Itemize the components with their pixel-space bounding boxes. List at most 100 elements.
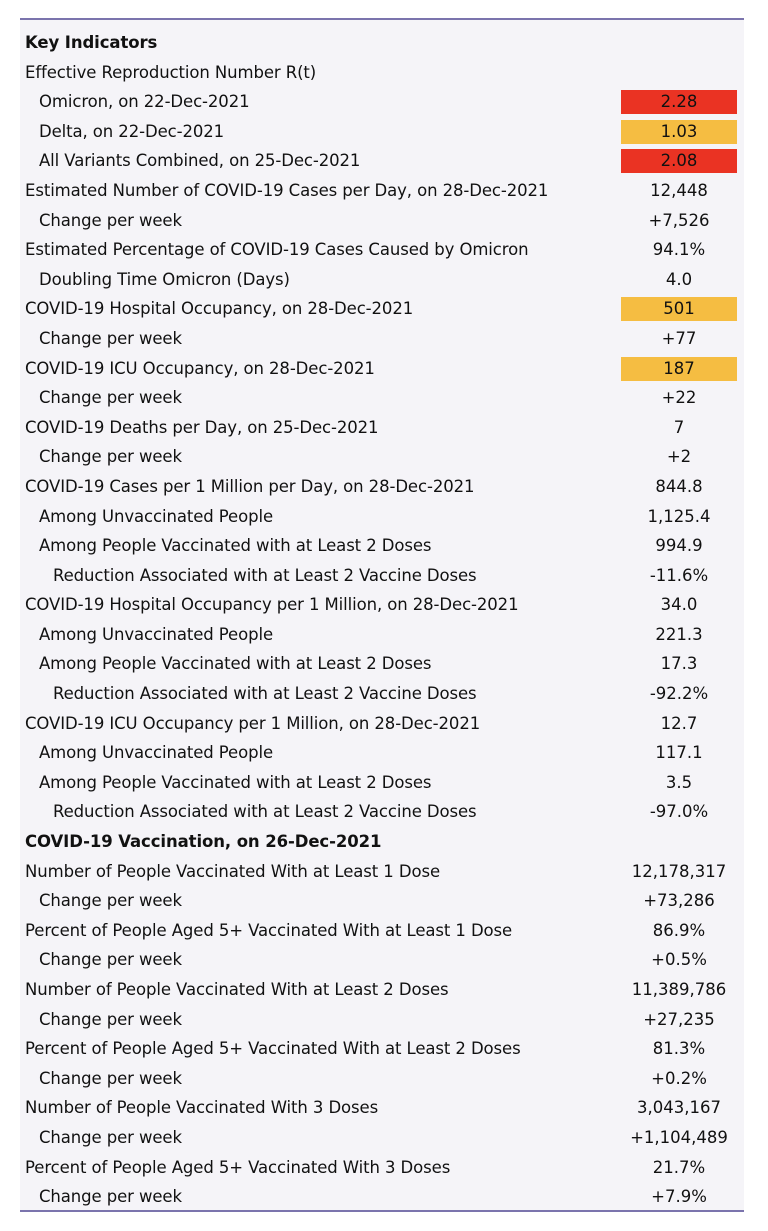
indicator-row: Number of People Vaccinated With at Leas… <box>20 975 744 1005</box>
indicator-row: Change per week +0.5% <box>20 945 744 975</box>
indicator-row: Change per week +22 <box>20 383 744 413</box>
indicator-value: +73,286 <box>643 891 715 911</box>
indicator-row: Among Unvaccinated People 1,125.4 <box>20 502 744 532</box>
indicator-label: Among People Vaccinated with at Least 2 … <box>39 772 432 792</box>
indicator-row: Number of People Vaccinated With at Leas… <box>20 857 744 887</box>
indicator-rows: Key Indicators Effective Reproduction Num… <box>20 28 744 1212</box>
indicator-label: Estimated Percentage of COVID-19 Cases C… <box>25 240 529 260</box>
indicator-value: 81.3% <box>652 1039 706 1059</box>
indicator-value: 221.3 <box>655 624 703 644</box>
indicator-row: Change per week +73,286 <box>20 886 744 916</box>
indicator-row: Percent of People Aged 5+ Vaccinated Wit… <box>20 1153 744 1183</box>
section-title: COVID-19 Vaccination, on 26-Dec-2021 <box>25 832 382 852</box>
indicator-value: 4.0 <box>665 269 693 289</box>
indicator-row: COVID-19 Hospital Occupancy per 1 Millio… <box>20 590 744 620</box>
indicator-value: 94.1% <box>652 240 706 260</box>
indicator-value: 17.3 <box>660 654 698 674</box>
key-indicators-table: Key Indicators Effective Reproduction Num… <box>20 18 744 1212</box>
indicator-label: Number of People Vaccinated With at Leas… <box>25 861 440 881</box>
section-title: Key Indicators <box>25 33 158 52</box>
indicator-label: Effective Reproduction Number R(t) <box>25 62 317 82</box>
indicator-label: Percent of People Aged 5+ Vaccinated Wit… <box>25 1039 521 1059</box>
indicator-row: Delta, on 22-Dec-2021 1.03 <box>20 117 744 147</box>
indicator-label: COVID-19 Hospital Occupancy per 1 Millio… <box>25 595 519 615</box>
indicator-label: Percent of People Aged 5+ Vaccinated Wit… <box>25 920 513 940</box>
indicator-row: Percent of People Aged 5+ Vaccinated Wit… <box>20 916 744 946</box>
indicator-value: 21.7% <box>652 1157 706 1177</box>
indicator-value: 12.7 <box>660 713 698 733</box>
indicator-row: Estimated Number of COVID-19 Cases per D… <box>20 176 744 206</box>
flagged-indicator-value: 501 <box>621 297 737 322</box>
indicator-row: Estimated Percentage of COVID-19 Cases C… <box>20 235 744 265</box>
indicator-label: Change per week <box>39 950 182 970</box>
indicator-row: Change per week +27,235 <box>20 1005 744 1035</box>
indicator-value: +0.2% <box>651 1068 707 1088</box>
indicator-value: +7.9% <box>651 1187 707 1207</box>
indicator-row: Among People Vaccinated with at Least 2 … <box>20 768 744 798</box>
indicator-row: Percent of People Aged 5+ Vaccinated Wit… <box>20 1034 744 1064</box>
section-header-row: COVID-19 Vaccination, on 26-Dec-2021 <box>20 827 744 857</box>
indicator-value: +22 <box>661 388 697 408</box>
indicator-label: Doubling Time Omicron (Days) <box>39 269 290 289</box>
indicator-row: Among Unvaccinated People 117.1 <box>20 738 744 768</box>
indicator-value: +77 <box>661 328 697 348</box>
indicator-label: Omicron, on 22-Dec-2021 <box>39 92 250 112</box>
indicator-value: 3,043,167 <box>637 1098 721 1118</box>
indicator-value: 994.9 <box>655 536 703 556</box>
indicator-label: Among Unvaccinated People <box>39 624 273 644</box>
indicator-row: Among People Vaccinated with at Least 2 … <box>20 649 744 679</box>
indicator-row: COVID-19 ICU Occupancy, on 28-Dec-2021 18… <box>20 354 744 384</box>
indicator-label: All Variants Combined, on 25-Dec-2021 <box>39 151 361 171</box>
indicator-label: COVID-19 ICU Occupancy, on 28-Dec-2021 <box>25 358 375 378</box>
flagged-indicator-value: 1.03 <box>621 119 737 144</box>
indicator-row: Change per week +7.9% <box>20 1182 744 1212</box>
indicator-label: Delta, on 22-Dec-2021 <box>39 121 225 141</box>
indicator-label: Change per week <box>39 210 182 230</box>
indicator-label: Change per week <box>39 388 182 408</box>
indicator-row: Number of People Vaccinated With 3 Doses… <box>20 1093 744 1123</box>
indicator-row: All Variants Combined, on 25-Dec-2021 2.0… <box>20 146 744 176</box>
indicator-label: Percent of People Aged 5+ Vaccinated Wit… <box>25 1157 451 1177</box>
indicator-value: 12,448 <box>650 180 708 200</box>
indicator-row: Change per week +7,526 <box>20 206 744 236</box>
indicator-value: 117.1 <box>655 743 703 763</box>
section-header-row: Key Indicators <box>20 28 744 58</box>
indicator-value: 7 <box>673 417 685 437</box>
indicator-value: 12,178,317 <box>631 861 727 881</box>
indicator-row: Change per week +2 <box>20 442 744 472</box>
indicator-label: Change per week <box>39 1009 182 1029</box>
flagged-indicator-value: 2.28 <box>621 90 737 115</box>
indicator-label: Number of People Vaccinated With at Leas… <box>25 980 449 999</box>
indicator-value: +27,235 <box>643 1009 715 1029</box>
indicator-row: Change per week +1,104,489 <box>20 1123 744 1153</box>
indicator-row: COVID-19 Hospital Occupancy, on 28-Dec-2… <box>20 294 744 324</box>
indicator-value: +2 <box>666 447 692 467</box>
indicator-label: Change per week <box>39 891 182 911</box>
indicator-value: 11,389,786 <box>631 980 727 999</box>
indicator-label: Change per week <box>39 328 182 348</box>
indicator-row: Reduction Associated with at Least 2 Vac… <box>20 561 744 591</box>
indicator-label: Change per week <box>39 447 182 467</box>
indicator-row: Change per week +77 <box>20 324 744 354</box>
indicator-label: Reduction Associated with at Least 2 Vac… <box>53 684 477 704</box>
indicator-row: COVID-19 ICU Occupancy per 1 Million, on… <box>20 709 744 739</box>
flagged-indicator-value: 2.08 <box>621 149 737 174</box>
indicator-label: Among Unvaccinated People <box>39 506 273 526</box>
indicator-row: Doubling Time Omicron (Days) 4.0 <box>20 265 744 295</box>
indicator-label: Estimated Number of COVID-19 Cases per D… <box>25 180 549 200</box>
indicator-value: +7,526 <box>648 210 710 230</box>
indicator-label: Among Unvaccinated People <box>39 743 273 763</box>
indicator-label: Change per week <box>39 1127 182 1147</box>
indicator-value: 1,125.4 <box>647 506 711 526</box>
indicator-label: Number of People Vaccinated With 3 Doses <box>25 1098 379 1118</box>
indicator-row: Reduction Associated with at Least 2 Vac… <box>20 679 744 709</box>
indicator-label: COVID-19 Cases per 1 Million per Day, on… <box>25 476 475 496</box>
indicator-row: COVID-19 Cases per 1 Million per Day, on… <box>20 472 744 502</box>
indicator-row: Among People Vaccinated with at Least 2 … <box>20 531 744 561</box>
indicator-value: 3.5 <box>665 772 693 792</box>
indicator-value: -92.2% <box>649 684 709 704</box>
indicator-label: COVID-19 Deaths per Day, on 25-Dec-2021 <box>25 417 379 437</box>
indicator-row: Among Unvaccinated People 221.3 <box>20 620 744 650</box>
indicator-value: 844.8 <box>655 476 703 496</box>
indicator-value: +0.5% <box>651 950 707 970</box>
